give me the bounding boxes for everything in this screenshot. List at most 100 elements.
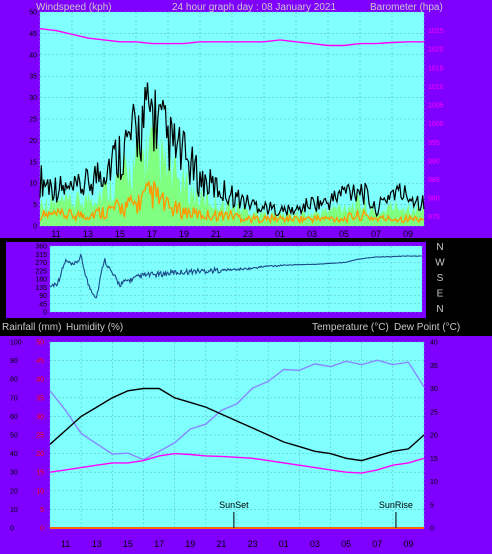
compass-label: N (436, 304, 443, 315)
barometer-tick-label: 1005 (428, 103, 444, 110)
rainfall-tick-label: 35 (36, 395, 44, 402)
wind-average-area (40, 118, 424, 226)
x-tick-label: 17 (154, 539, 164, 549)
humidity-tick-label: 20 (10, 488, 18, 495)
rainfall-tick-label: 0 (40, 526, 44, 533)
rainfall-tick-label: 15 (36, 470, 44, 477)
barometer-tick-label: 980 (428, 196, 440, 203)
temperature-axis-label: Temperature (°C) (312, 322, 389, 333)
x-tick-label: 19 (185, 539, 195, 549)
windspeed-tick-label: 5 (33, 202, 37, 209)
x-tick-label: 05 (339, 229, 349, 239)
humidity-tick-label: 50 (10, 433, 18, 440)
temperature-line (49, 387, 425, 462)
direction-tick-label: 225 (35, 268, 47, 275)
barometer-tick-label: 1000 (428, 121, 444, 128)
humidity-tick-label: 90 (10, 358, 18, 365)
temperature-tick-label: 30 (430, 386, 438, 393)
humidity-tick-label: 100 (10, 340, 22, 347)
humidity-tick-label: 40 (10, 451, 18, 458)
rainfall-tick-label: 20 (36, 451, 44, 458)
x-tick-label: 09 (403, 229, 413, 239)
windspeed-tick-label: 10 (29, 181, 37, 188)
x-tick-label: 07 (371, 229, 381, 239)
windspeed-tick-label: 30 (29, 95, 37, 102)
humidity-tick-label: 30 (10, 470, 18, 477)
x-tick-label: 13 (92, 539, 102, 549)
x-tick-label: 11 (51, 229, 60, 239)
humidity-axis-label: Humidity (%) (66, 322, 123, 333)
humidity-tick-label: 10 (10, 507, 18, 514)
x-tick-label: 03 (310, 539, 320, 549)
x-tick-label: 23 (243, 229, 253, 239)
temperature-tick-label: 10 (430, 479, 438, 486)
compass-label: S (437, 273, 444, 284)
humidity-tick-label: 0 (10, 526, 14, 533)
barometer-tick-label: 1020 (428, 47, 444, 54)
x-tick-label: 01 (279, 539, 289, 549)
x-tick-label: 03 (307, 229, 317, 239)
rainfall-tick-label: 40 (36, 377, 44, 384)
x-tick-label: 11 (61, 539, 70, 549)
direction-tick-label: 180 (35, 277, 47, 284)
x-tick-label: 23 (248, 539, 258, 549)
temperature-tick-label: 40 (430, 340, 438, 347)
humidity-line (49, 359, 425, 461)
compass-label: E (437, 289, 444, 300)
temperature-tick-label: 0 (430, 526, 434, 533)
sunset-label: SunSet (219, 500, 249, 510)
windspeed-tick-label: 35 (29, 74, 37, 81)
x-tick-label: 09 (403, 539, 413, 549)
compass-label: N (436, 242, 443, 253)
temperature-tick-label: 15 (430, 456, 438, 463)
rainfall-tick-label: 50 (36, 340, 44, 347)
graph-title: 24 hour graph day : 08 January 2021 (172, 2, 336, 13)
x-tick-label: 15 (123, 539, 133, 549)
windspeed-tick-label: 45 (29, 31, 37, 38)
direction-tick-label: 45 (39, 301, 47, 308)
rainfall-tick-label: 25 (36, 433, 44, 440)
x-tick-label: 21 (216, 539, 226, 549)
x-tick-label: 13 (83, 229, 93, 239)
temperature-tick-label: 5 (430, 502, 434, 509)
barometer-line (39, 28, 424, 47)
direction-tick-label: 0 (43, 310, 47, 317)
windspeed-tick-label: 20 (29, 138, 37, 145)
humidity-tick-label: 60 (10, 414, 18, 421)
direction-tick-label: 135 (35, 285, 47, 292)
rainfall-axis-label: Rainfall (mm) (2, 322, 61, 333)
x-tick-label: 05 (341, 539, 351, 549)
direction-tick-label: 360 (35, 244, 47, 251)
direction-tick-label: 90 (39, 293, 47, 300)
x-tick-label: 21 (211, 229, 221, 239)
windspeed-tick-label: 50 (29, 10, 37, 17)
x-tick-label: 19 (179, 229, 189, 239)
barometer-tick-label: 985 (428, 177, 440, 184)
temperature-tick-label: 25 (430, 409, 438, 416)
wind-gust-line (39, 82, 425, 218)
x-tick-label: 01 (275, 229, 285, 239)
wind-direction-line (49, 252, 422, 299)
windspeed-tick-label: 0 (33, 224, 37, 231)
barometer-tick-label: 990 (428, 158, 440, 165)
barometer-tick-label: 995 (428, 140, 440, 147)
x-tick-label: 15 (115, 229, 125, 239)
barometer-tick-label: 975 (428, 214, 440, 221)
dewpoint-axis-label: Dew Point (°C) (394, 322, 460, 333)
rainfall-tick-label: 45 (36, 358, 44, 365)
direction-tick-label: 315 (35, 252, 47, 259)
windspeed-tick-label: 40 (29, 52, 37, 59)
barometer-tick-label: 1015 (428, 65, 444, 72)
direction-tick-label: 270 (35, 260, 47, 267)
rainfall-tick-label: 10 (36, 488, 44, 495)
compass-label: W (435, 258, 445, 269)
x-tick-label: 17 (147, 229, 157, 239)
barometer-tick-label: 1010 (428, 84, 444, 91)
humidity-tick-label: 70 (10, 395, 18, 402)
windspeed-tick-label: 15 (29, 159, 37, 166)
temperature-tick-label: 20 (430, 433, 438, 440)
sunrise-label: SunRise (379, 500, 413, 510)
windspeed-tick-label: 25 (29, 117, 37, 124)
x-tick-label: 07 (372, 539, 382, 549)
